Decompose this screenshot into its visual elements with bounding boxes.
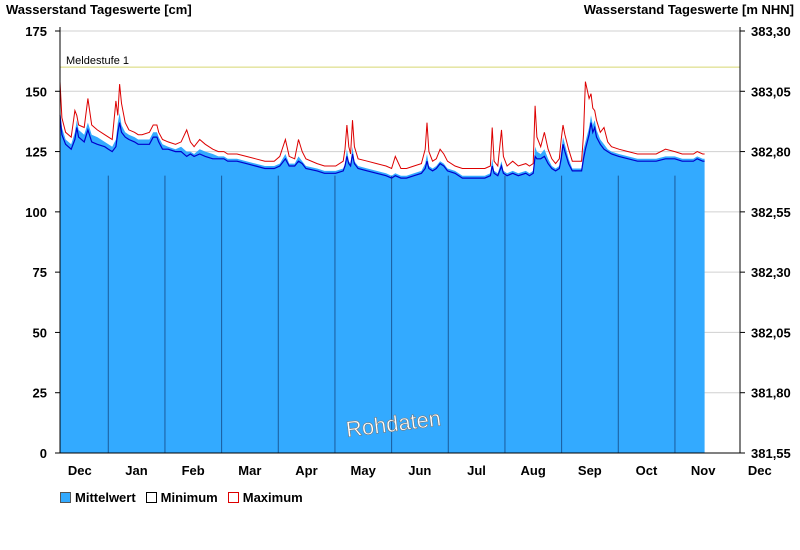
- series-mittelwert-area: [60, 108, 705, 453]
- y2-tick-label: 383,05: [751, 84, 791, 99]
- y-tick-label: 75: [33, 265, 47, 280]
- tick-labels: 0 381,55 25 381,80 50 382,05 75 382,30 100 382,55…: [25, 24, 790, 478]
- x-tick-label: Dec: [748, 463, 772, 478]
- legend-item-min: Minimum: [145, 490, 218, 505]
- legend-label-mean: Mittelwert: [75, 490, 136, 505]
- series-area: [60, 108, 705, 453]
- x-tick-label: Jan: [125, 463, 147, 478]
- x-tick-label: Nov: [691, 463, 716, 478]
- legend-swatch-mean: [60, 492, 71, 503]
- threshold-label: Meldestufe 1: [66, 55, 129, 67]
- y2-tick-label: 383,30: [751, 24, 791, 39]
- x-tick-label: Mar: [238, 463, 261, 478]
- x-tick-label: Apr: [295, 463, 317, 478]
- series-maximum-line: [59, 81, 705, 170]
- y-tick-label: 175: [25, 24, 47, 39]
- legend-swatch-max: [227, 492, 239, 503]
- x-tick-label: Dec: [68, 463, 92, 478]
- series-minimum-line: [59, 115, 705, 179]
- y2-tick-label: 381,80: [751, 386, 791, 401]
- y-tick-label: 150: [25, 84, 47, 99]
- left-axis-title: Wasserstand Tageswerte [cm]: [6, 2, 192, 17]
- x-tick-label: Oct: [636, 463, 658, 478]
- legend-label-min: Minimum: [160, 490, 218, 505]
- y-tick-label: 125: [25, 145, 47, 160]
- y-tick-label: 50: [33, 325, 47, 340]
- y2-tick-label: 382,30: [751, 265, 791, 280]
- x-tick-label: Jun: [408, 463, 431, 478]
- x-tick-label: May: [351, 463, 377, 478]
- legend-label-max: Maximum: [242, 490, 303, 505]
- y-tick-label: 100: [25, 205, 47, 220]
- right-axis-title: Wasserstand Tageswerte [m NHN]: [583, 2, 794, 17]
- y-tick-label: 0: [40, 446, 47, 461]
- legend-item-max: Maximum: [227, 490, 303, 505]
- legend: Mittelwert Minimum Maximum: [60, 490, 303, 505]
- legend-item-mean: Mittelwert: [60, 490, 136, 505]
- y-tick-label: 25: [33, 386, 47, 401]
- y2-tick-label: 382,55: [751, 205, 791, 220]
- y2-tick-label: 381,55: [751, 446, 791, 461]
- x-tick-label: Aug: [521, 463, 546, 478]
- threshold: Meldestufe 1: [60, 55, 740, 68]
- x-tick-label: Jul: [467, 463, 486, 478]
- y2-tick-label: 382,80: [751, 145, 791, 160]
- y2-tick-label: 382,05: [751, 325, 791, 340]
- legend-swatch-min: [145, 492, 157, 503]
- series-lines: [59, 81, 705, 179]
- x-tick-label: Sep: [578, 463, 602, 478]
- axes: [55, 27, 745, 454]
- month-dividers: [107, 175, 676, 453]
- water-level-chart: Meldestufe 1 0 381,55 25 381,80 50 382,05 75 38…: [25, 24, 790, 478]
- x-tick-label: Feb: [182, 463, 205, 478]
